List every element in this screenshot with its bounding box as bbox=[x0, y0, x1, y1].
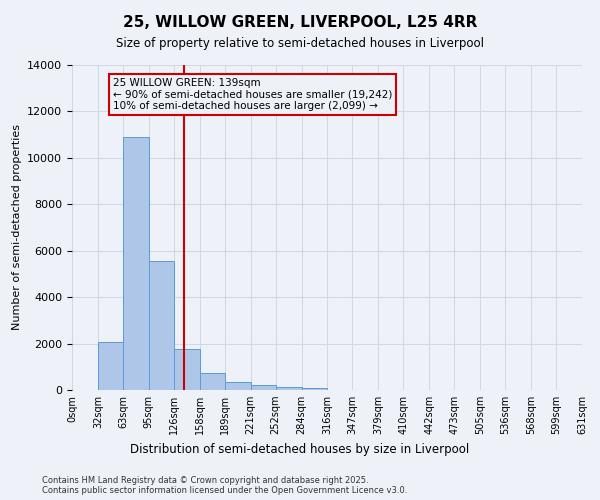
Bar bbox=[149, 261, 174, 390]
Text: 25, WILLOW GREEN, LIVERPOOL, L25 4RR: 25, WILLOW GREEN, LIVERPOOL, L25 4RR bbox=[123, 15, 477, 30]
Bar bbox=[123, 137, 149, 390]
Bar bbox=[275, 388, 302, 390]
Bar bbox=[200, 372, 225, 390]
Text: Distribution of semi-detached houses by size in Liverpool: Distribution of semi-detached houses by … bbox=[130, 442, 470, 456]
Y-axis label: Number of semi-detached properties: Number of semi-detached properties bbox=[11, 124, 22, 330]
Text: 25 WILLOW GREEN: 139sqm
← 90% of semi-detached houses are smaller (19,242)
10% o: 25 WILLOW GREEN: 139sqm ← 90% of semi-de… bbox=[113, 78, 392, 111]
Bar bbox=[251, 386, 275, 390]
Bar bbox=[174, 350, 200, 390]
Bar bbox=[225, 382, 251, 390]
Bar bbox=[302, 388, 328, 390]
Bar bbox=[98, 342, 123, 390]
Text: Contains HM Land Registry data © Crown copyright and database right 2025.
Contai: Contains HM Land Registry data © Crown c… bbox=[42, 476, 407, 495]
Text: Size of property relative to semi-detached houses in Liverpool: Size of property relative to semi-detach… bbox=[116, 38, 484, 51]
